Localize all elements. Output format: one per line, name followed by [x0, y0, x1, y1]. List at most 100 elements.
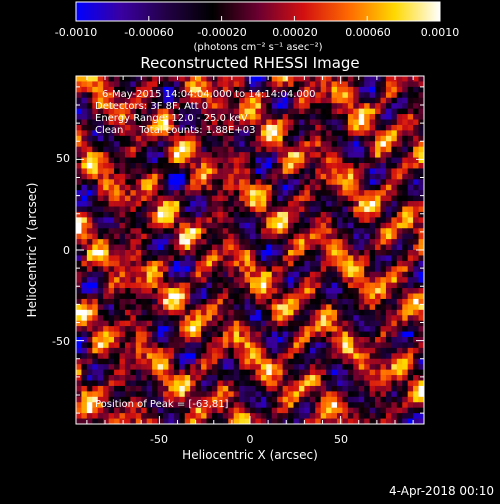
heatmap-cell [244, 282, 251, 289]
heatmap-cell [260, 108, 267, 115]
heatmap-cell [146, 331, 153, 338]
heatmap-cell [211, 293, 218, 300]
heatmap-cell [201, 375, 207, 381]
heatmap-cell [141, 342, 147, 349]
heatmap-cell [277, 179, 283, 186]
heatmap-cell [195, 358, 202, 365]
heatmap-cell [190, 233, 196, 240]
heatmap-cell [282, 347, 289, 354]
heatmap-cell [293, 173, 300, 180]
heatmap-cell [206, 163, 213, 169]
heatmap-cell [315, 135, 321, 142]
heatmap-cell [244, 407, 251, 414]
heatmap-cell [380, 358, 387, 365]
heatmap-cell [179, 337, 186, 343]
heatmap-cell [163, 353, 169, 360]
heatmap-cell [86, 157, 93, 164]
heatmap-cell [304, 206, 311, 213]
heatmap-cell [326, 86, 332, 93]
heatmap-cell [195, 396, 202, 403]
heatmap-cell [413, 103, 419, 109]
heatmap-cell [385, 304, 392, 311]
heatmap-cell [97, 119, 104, 126]
heatmap-cell [141, 347, 147, 354]
heatmap-cell [396, 206, 403, 213]
heatmap-cell [331, 114, 338, 120]
heatmap-cell [173, 282, 180, 289]
heatmap-cell [342, 168, 349, 175]
heatmap-cell [217, 152, 224, 158]
heatmap-cell [201, 326, 207, 332]
heatmap-cell [407, 375, 414, 381]
heatmap-cell [266, 266, 273, 273]
heatmap-cell [195, 92, 202, 99]
heatmap-cell [239, 233, 245, 240]
heatmap-cell [418, 304, 425, 311]
heatmap-cell [277, 298, 283, 305]
heatmap-cell [353, 184, 360, 191]
heatmap-cell [407, 391, 414, 398]
heatmap-cell [282, 266, 289, 273]
heatmap-cell [271, 211, 278, 218]
heatmap-cell [288, 201, 294, 207]
heatmap-cell [163, 288, 169, 294]
heatmap-cell [211, 326, 218, 332]
heatmap-cell [413, 288, 419, 294]
heatmap-cell [184, 364, 191, 370]
heatmap-cell [250, 108, 256, 115]
heatmap-cell [124, 298, 131, 305]
heatmap-cell [206, 309, 213, 316]
heatmap-cell [124, 413, 131, 419]
heatmap-cell [288, 271, 294, 278]
heatmap-cell [206, 239, 213, 245]
heatmap-cell [320, 315, 327, 321]
heatmap-cell [97, 217, 104, 224]
heatmap-cell [130, 86, 137, 93]
heatmap-cell [86, 244, 93, 251]
heatmap-cell [298, 228, 305, 234]
heatmap-cell [396, 124, 403, 131]
heatmap-cell [375, 250, 381, 256]
heatmap-cell [86, 271, 93, 278]
y-tick-label-0: 50 [56, 152, 70, 165]
heatmap-cell [255, 304, 262, 311]
heatmap-cell [326, 146, 332, 153]
heatmap-cell [396, 244, 403, 251]
heatmap-cell [288, 233, 294, 240]
heatmap-cell [369, 396, 376, 403]
heatmap-cell [369, 347, 376, 354]
heatmap-cell [152, 146, 158, 153]
heatmap-cell [124, 244, 131, 251]
heatmap-cell [364, 358, 370, 365]
heatmap-cell [92, 413, 99, 419]
heatmap-cell [108, 228, 115, 234]
heatmap-cell [152, 108, 158, 115]
heatmap-cell [135, 380, 142, 387]
heatmap-cell [184, 347, 191, 354]
heatmap-cell [358, 315, 365, 321]
heatmap-cell [385, 184, 392, 191]
heatmap-cell [288, 157, 294, 164]
heatmap-cell [304, 309, 311, 316]
heatmap-cell [130, 315, 137, 321]
heatmap-cell [407, 195, 414, 202]
heatmap-cell [353, 141, 360, 147]
heatmap-cell [222, 152, 229, 158]
heatmap-cell [163, 141, 169, 147]
heatmap-cell [358, 277, 365, 283]
heatmap-cell [146, 168, 153, 175]
heatmap-cell [146, 315, 153, 321]
heatmap-cell [228, 81, 234, 88]
heatmap-cell [103, 81, 109, 88]
heatmap-cell [358, 385, 365, 392]
heatmap-cell [385, 135, 392, 142]
heatmap-cell [298, 86, 305, 93]
heatmap-cell [168, 337, 175, 343]
heatmap-cell [114, 201, 120, 207]
heatmap-cell [375, 108, 381, 115]
heatmap-cell [385, 233, 392, 240]
heatmap-cell [211, 211, 218, 218]
heatmap-cell [244, 331, 251, 338]
heatmap-cell [184, 391, 191, 398]
heatmap-cell [271, 228, 278, 234]
